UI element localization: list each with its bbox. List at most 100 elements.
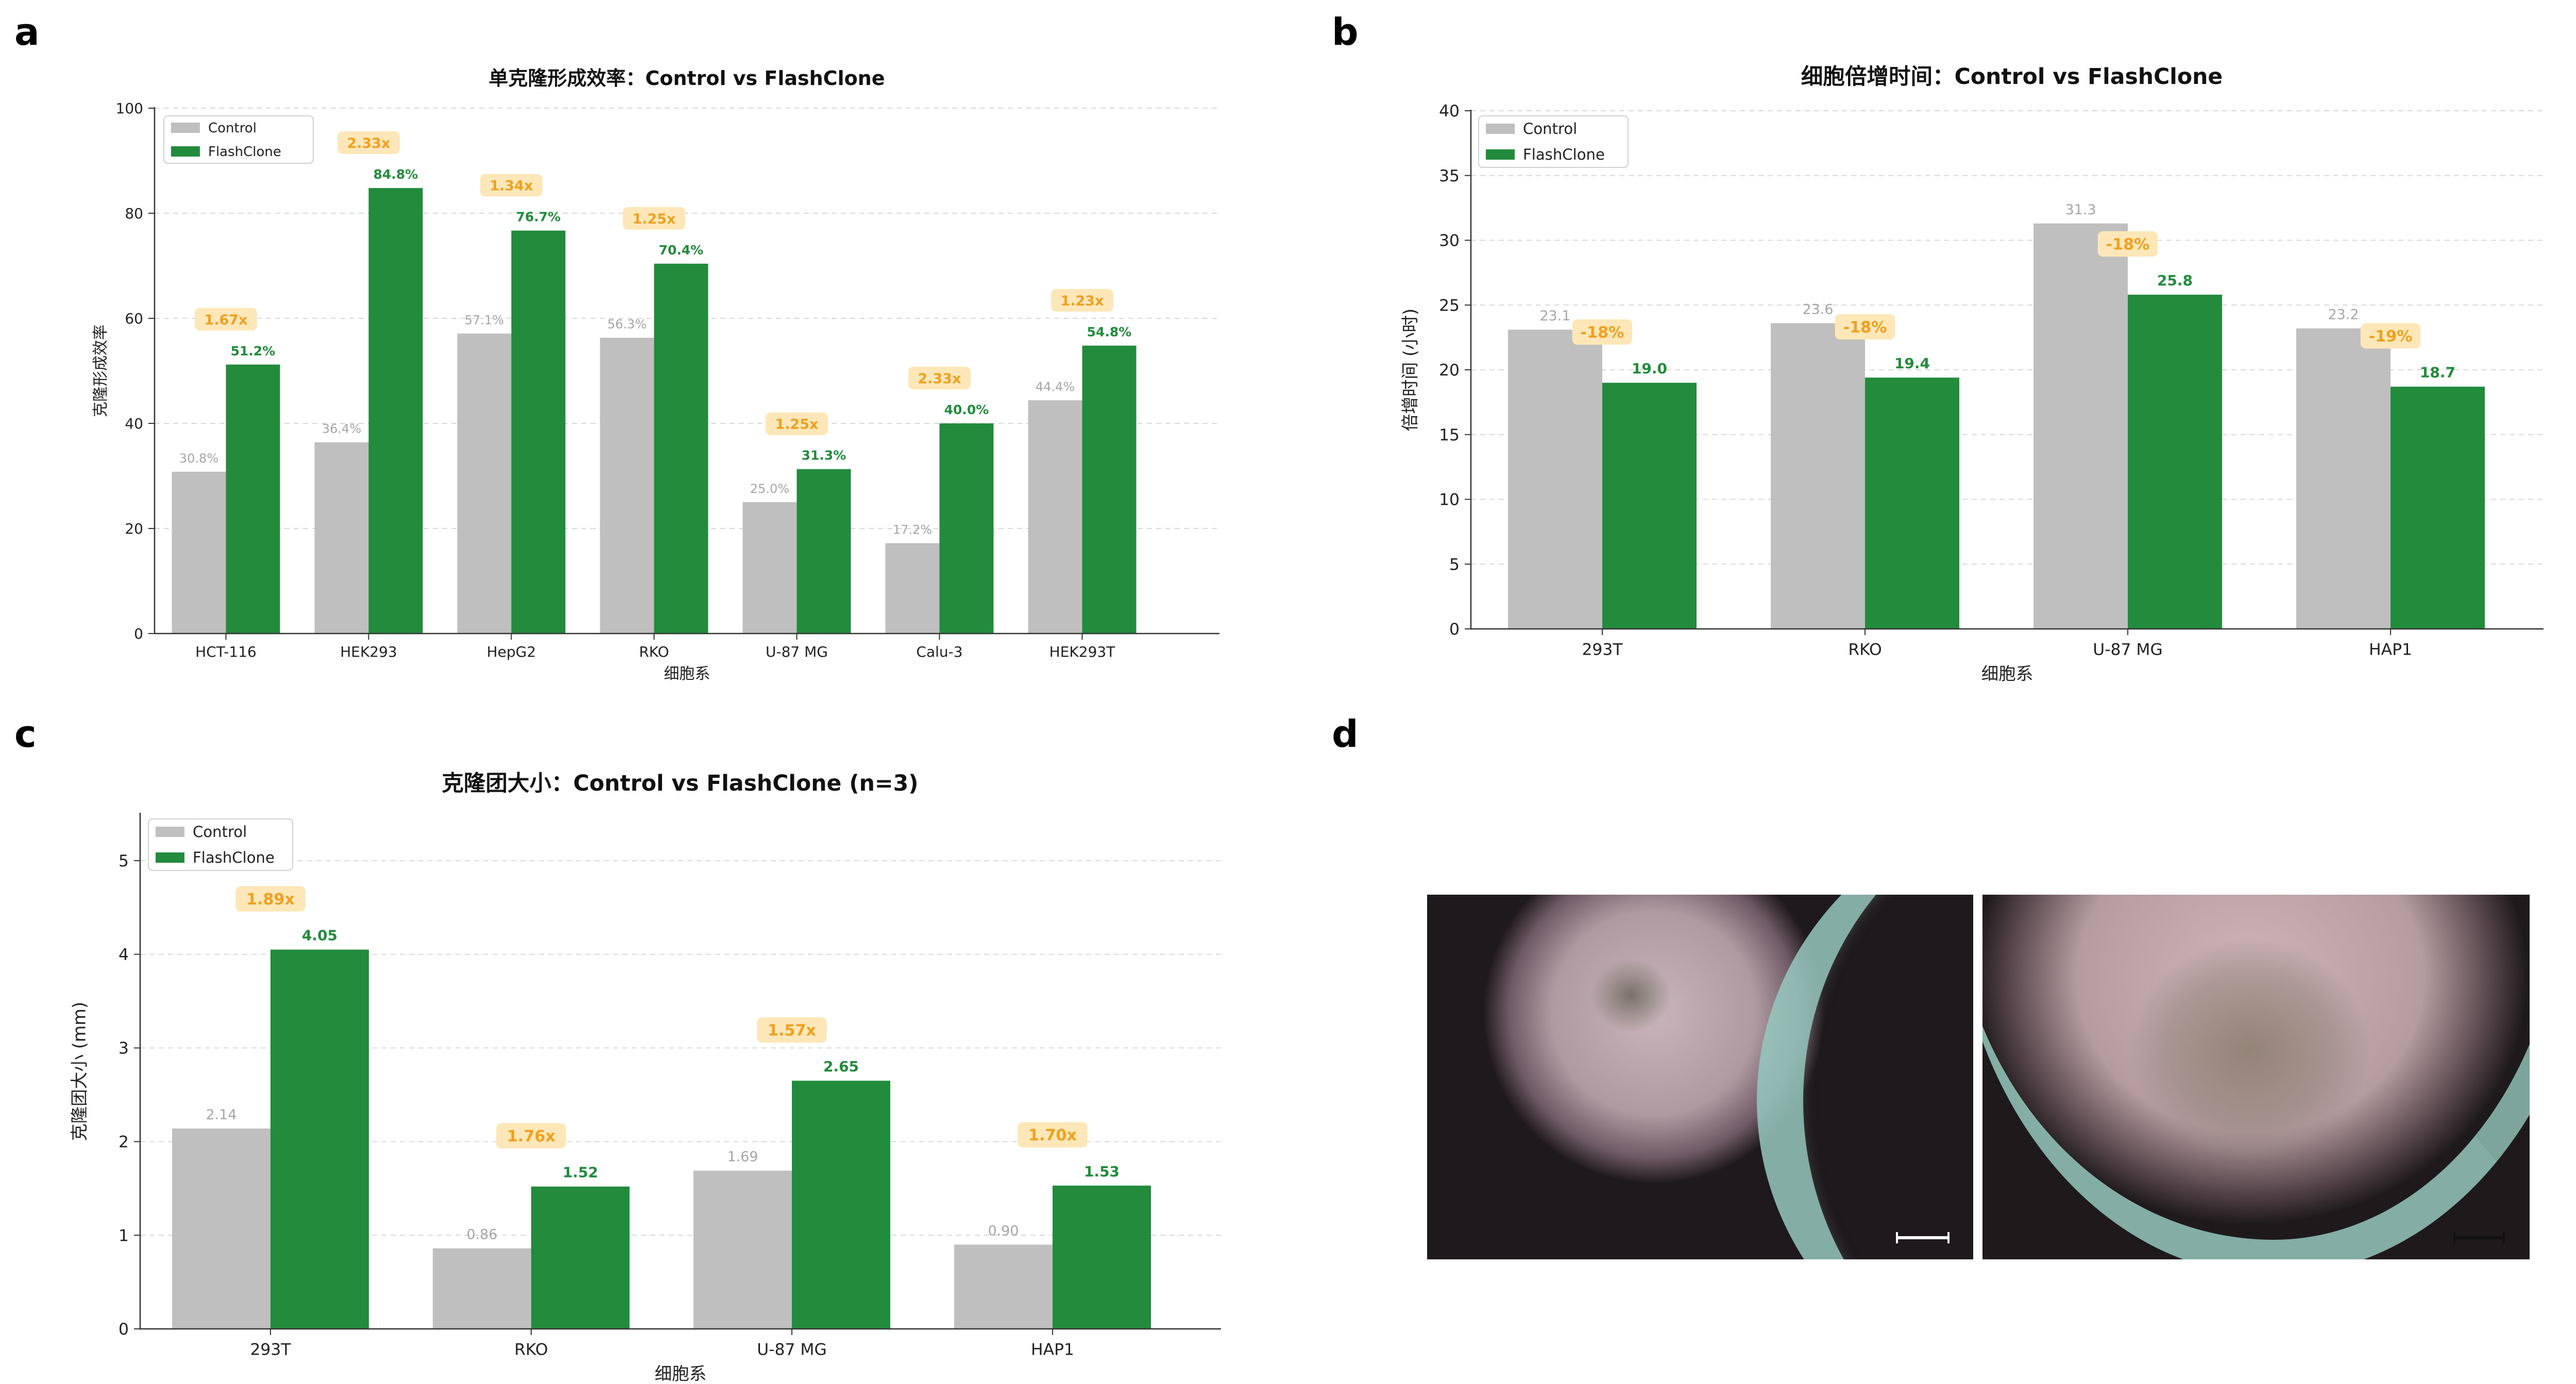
well-edge-reflection bbox=[1982, 895, 2530, 1259]
panel-label-c: c bbox=[14, 712, 37, 756]
y-axis-label: 倍增时间 (小时) bbox=[1400, 309, 1420, 431]
data-label-flashclone: 51.2% bbox=[231, 344, 276, 358]
x-tick-label: Calu-3 bbox=[916, 643, 962, 660]
y-tick-label: 20 bbox=[1439, 361, 1460, 380]
data-label-control: 0.90 bbox=[988, 1223, 1019, 1239]
x-tick-label: RKO bbox=[1848, 640, 1882, 659]
legend-swatch bbox=[171, 123, 200, 133]
y-tick-label: 100 bbox=[116, 100, 143, 117]
bar-control bbox=[2296, 328, 2391, 629]
scale-bar-tick-left bbox=[2453, 1232, 2455, 1243]
data-label-flashclone: 31.3% bbox=[802, 448, 846, 463]
ratio-badge-label: 1.67x bbox=[204, 312, 247, 328]
ratio-badge bbox=[623, 207, 685, 230]
legend-box bbox=[163, 115, 314, 164]
y-tick-label: 20 bbox=[125, 520, 143, 537]
y-tick-label: 35 bbox=[1439, 167, 1460, 185]
x-tick-label: U-87 MG bbox=[757, 1340, 827, 1359]
bar-control bbox=[600, 337, 654, 634]
ratio-badge-label: 1.57x bbox=[768, 1022, 817, 1040]
bar-control bbox=[742, 502, 797, 634]
panel-label-b: b bbox=[1332, 10, 1359, 54]
x-axis-label: 细胞系 bbox=[664, 665, 710, 683]
chart-title: 克隆团大小：Control vs FlashClone (n=3) bbox=[442, 771, 918, 796]
bar-flashclone bbox=[654, 263, 708, 634]
legend-swatch bbox=[171, 146, 200, 157]
bar-flashclone bbox=[792, 1081, 890, 1329]
ratio-badge-label: 1.76x bbox=[507, 1127, 556, 1146]
x-tick-label: RKO bbox=[514, 1340, 548, 1359]
bar-flashclone bbox=[531, 1186, 630, 1329]
data-label-flashclone: 18.7 bbox=[2420, 364, 2455, 381]
x-tick-label: 293T bbox=[250, 1340, 291, 1359]
y-tick-label: 0 bbox=[118, 1320, 129, 1339]
legend-label: FlashClone bbox=[193, 849, 275, 866]
data-label-control: 25.0% bbox=[750, 482, 789, 496]
ratio-badge bbox=[496, 1123, 566, 1149]
x-tick-label: 293T bbox=[1582, 640, 1623, 659]
ratio-badge bbox=[766, 412, 828, 435]
bar-control bbox=[2033, 223, 2128, 629]
scale-bar bbox=[2454, 1236, 2504, 1239]
ratio-badge-label: -18% bbox=[2106, 236, 2150, 254]
y-axis-label: 克隆形成效率 bbox=[92, 324, 110, 417]
x-tick-label: U-87 MG bbox=[766, 643, 828, 660]
data-label-control: 23.1 bbox=[1540, 308, 1571, 324]
bar-flashclone bbox=[2128, 295, 2222, 629]
x-tick-label: HEK293 bbox=[340, 643, 397, 660]
bar-flashclone bbox=[1053, 1185, 1151, 1329]
y-tick-label: 80 bbox=[125, 205, 143, 222]
bar-control bbox=[1028, 400, 1082, 634]
bar-control bbox=[885, 543, 940, 634]
data-label-control: 36.4% bbox=[322, 422, 361, 436]
y-tick-label: 2 bbox=[118, 1133, 129, 1152]
ratio-badge bbox=[1018, 1122, 1088, 1148]
bar-flashclone bbox=[511, 230, 566, 634]
data-label-flashclone: 40.0% bbox=[944, 402, 989, 417]
legend-box bbox=[1478, 115, 1629, 168]
ratio-badge bbox=[480, 174, 543, 197]
ratio-badge bbox=[195, 307, 257, 331]
data-label-control: 56.3% bbox=[607, 317, 647, 332]
data-label-flashclone: 19.4 bbox=[1894, 355, 1930, 372]
ratio-badge bbox=[2360, 323, 2421, 349]
data-label-control: 44.4% bbox=[1036, 380, 1075, 394]
bar-flashclone bbox=[368, 188, 423, 634]
data-label-flashclone: 54.8% bbox=[1087, 324, 1132, 339]
y-tick-label: 0 bbox=[1449, 620, 1460, 639]
ratio-badge-label: 2.33x bbox=[347, 135, 390, 151]
bar-control bbox=[954, 1244, 1053, 1329]
legend-box bbox=[148, 818, 293, 871]
bar-control bbox=[1771, 323, 1865, 629]
x-tick-label: HEK293T bbox=[1049, 643, 1116, 660]
legend-swatch bbox=[156, 827, 184, 837]
x-tick-label: U-87 MG bbox=[2093, 640, 2163, 659]
data-label-control: 57.1% bbox=[465, 313, 504, 328]
data-label-flashclone: 1.52 bbox=[563, 1164, 598, 1181]
ratio-badge bbox=[1835, 314, 1895, 340]
ratio-badge bbox=[1572, 319, 1633, 345]
y-axis-label: 克隆团大小 (mm) bbox=[70, 1002, 90, 1141]
data-label-flashclone: 19.0 bbox=[1632, 360, 1667, 377]
ratio-badge-label: -18% bbox=[1843, 318, 1887, 336]
y-tick-label: 4 bbox=[118, 946, 129, 964]
bar-control bbox=[314, 442, 369, 634]
data-label-control: 17.2% bbox=[893, 523, 932, 537]
flashclone-colony-micrograph bbox=[1982, 895, 2530, 1259]
data-label-flashclone: 76.7% bbox=[516, 210, 561, 225]
y-tick-label: 30 bbox=[1439, 232, 1460, 250]
y-tick-label: 10 bbox=[1439, 491, 1460, 509]
ratio-badge-label: 1.89x bbox=[246, 891, 295, 909]
data-label-flashclone: 4.05 bbox=[302, 927, 337, 944]
scale-bar-tick-left bbox=[1896, 1232, 1898, 1243]
ratio-badge bbox=[337, 131, 400, 155]
y-tick-label: 40 bbox=[1439, 102, 1460, 121]
data-label-control: 23.6 bbox=[1803, 301, 1834, 317]
bar-flashclone bbox=[2391, 386, 2485, 629]
x-tick-label: HAP1 bbox=[2369, 640, 2412, 659]
legend-swatch bbox=[1486, 124, 1515, 134]
legend-label: FlashClone bbox=[208, 144, 281, 160]
bar-control bbox=[172, 471, 226, 634]
y-tick-label: 5 bbox=[118, 852, 129, 870]
y-tick-label: 25 bbox=[1439, 296, 1460, 315]
